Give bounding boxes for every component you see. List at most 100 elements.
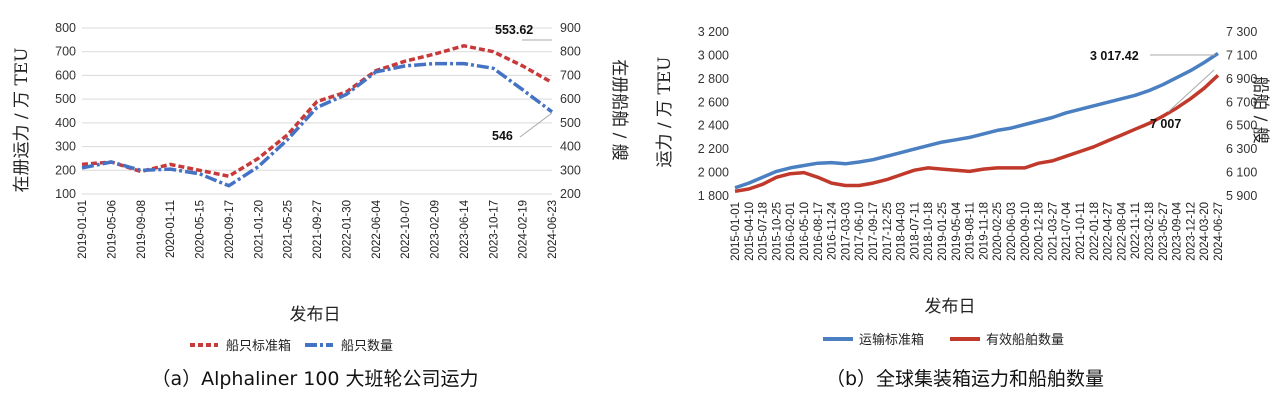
chart-a-ylabel-left: 在册运力 / 万 TEU [12, 47, 32, 192]
b-x-tick-label: 2017-06-10 [854, 202, 866, 261]
a-right-tick-label: 800 [560, 45, 581, 59]
chart-a-right-ticks: 200 300 400 500 600 700 800 900 [560, 21, 581, 201]
b-right-tick-label: 6 700 [1226, 95, 1257, 109]
a-right-tick-label: 500 [560, 116, 581, 130]
chart-a-caption: （a）Alphaliner 100 大班轮公司运力 [151, 368, 478, 390]
chart-b-left-ticks: 1 800 2 000 2 200 2 400 2 600 2 800 3 000 3 200 [698, 25, 729, 203]
a-x-tick-label: 2019-01-01 [77, 200, 89, 259]
chart-b-x-ticks: 2015-01-01 2015-04-10 2015-07-18 2015-10-25… [730, 201, 1225, 260]
a-x-tick-label: 2020-09-17 [224, 200, 236, 259]
b-x-tick-label: 2017-09-17 [868, 202, 880, 261]
chart-b-series [734, 51, 1220, 194]
a-x-tick-label: 2023-10-17 [488, 200, 500, 259]
b-x-tick-label: 2017-12-25 [882, 202, 894, 261]
b-left-tick-label: 2 000 [698, 166, 729, 180]
a-right-tick-label: 900 [560, 21, 581, 35]
b-x-tick-label: 2019-01-25 [937, 202, 949, 261]
chart-a-ylabel-right: 在册船舶 / 艘 [609, 59, 629, 161]
b-right-tick-label: 6 100 [1226, 166, 1257, 180]
b-x-tick-label: 2016-05-10 [799, 202, 811, 261]
b-left-tick-label: 2 400 [698, 119, 729, 133]
chart-a-left-ticks: 100 200 300 400 500 600 700 800 [55, 21, 76, 201]
a-left-tick-label: 600 [55, 68, 76, 82]
a-right-tick-label: 300 [560, 163, 581, 177]
chart-b-caption: （b）全球集装箱运力和船舶数量 [826, 368, 1104, 390]
b-x-tick-label: 2020-09-10 [1020, 202, 1032, 261]
a-left-tick-label: 800 [55, 21, 76, 35]
chart-a-series [81, 44, 554, 188]
a-x-tick-label: 2024-02-19 [518, 200, 530, 259]
b-x-tick-label: 2015-10-25 [771, 202, 783, 261]
a-left-tick-label: 500 [55, 92, 76, 106]
a-right-tick-label: 600 [560, 92, 581, 106]
a-x-tick-label: 2022-10-07 [400, 200, 412, 259]
a-x-tick-label: 2021-09-27 [312, 200, 324, 259]
chart-b-annotation-blue: 3 017.42 [1090, 49, 1139, 63]
a-left-tick-label: 300 [55, 140, 76, 154]
b-left-tick-label: 3 000 [698, 48, 729, 62]
a-left-tick-label: 200 [55, 163, 76, 177]
a-x-tick-label: 2021-05-25 [283, 200, 295, 259]
b-x-tick-label: 2023-05-27 [1158, 202, 1170, 261]
b-x-tick-label: 2020-02-25 [992, 202, 1004, 261]
a-right-tick-label: 200 [560, 187, 581, 201]
a-left-tick-label: 100 [55, 187, 76, 201]
a-x-tick-label: 2020-05-15 [195, 200, 207, 259]
b-x-tick-label: 2021-07-04 [1061, 201, 1073, 260]
b-series-line-1 [734, 74, 1220, 194]
b-left-tick-label: 1 800 [698, 189, 729, 203]
b-x-tick-label: 2022-08-04 [1116, 201, 1128, 260]
a-x-tick-label: 2019-05-06 [106, 200, 118, 259]
b-x-tick-label: 2021-03-27 [1047, 202, 1059, 261]
a-x-tick-label: 2022-06-04 [371, 199, 383, 258]
chart-b-annotation-leader-red [1167, 69, 1215, 113]
a-left-tick-label: 400 [55, 116, 76, 130]
b-x-tick-label: 2015-01-01 [730, 202, 742, 261]
b-x-tick-label: 2020-12-18 [1034, 202, 1046, 261]
b-right-tick-label: 5 900 [1226, 189, 1257, 203]
b-x-tick-label: 2016-11-24 [827, 201, 839, 260]
a-x-tick-label: 2022-01-30 [341, 200, 353, 259]
b-x-tick-label: 2017-03-03 [840, 202, 852, 261]
a-x-tick-label: 2020-01-11 [165, 200, 177, 258]
legend-label-ship-count: 船只数量 [341, 339, 393, 354]
b-x-tick-label: 2022-01-18 [1089, 202, 1101, 261]
chart-b-xlabel: 发布日 [925, 297, 976, 317]
b-x-tick-label: 2021-10-11 [1075, 202, 1087, 260]
b-x-tick-label: 2023-02-18 [1144, 202, 1156, 261]
a-right-tick-label: 700 [560, 68, 581, 82]
b-x-tick-label: 2023-12-12 [1185, 202, 1197, 261]
b-right-tick-label: 7 300 [1226, 25, 1257, 39]
a-x-tick-label: 2023-06-14 [459, 199, 471, 258]
b-series-line-0 [734, 51, 1219, 190]
b-left-tick-label: 2 600 [698, 95, 729, 109]
chart-b: 1 800 2 000 2 200 2 400 2 600 2 800 3 000 3 200… [655, 25, 1270, 390]
b-x-tick-label: 2016-02-01 [785, 202, 797, 261]
legend-label-transport-teu: 运输标准箱 [859, 332, 924, 348]
chart-a: 100 200 300 400 500 600 700 800 200 300 400 500 600… [12, 21, 629, 390]
chart-b-annotation-red: 7 007 [1150, 117, 1181, 131]
chart-a-x-ticks: 2019-01-01 2019-05-06 2019-09-08 2020-01-11… [77, 199, 559, 258]
b-x-tick-label: 2020-06-03 [1006, 202, 1018, 261]
b-x-tick-label: 2018-10-18 [923, 202, 935, 261]
b-x-tick-label: 2024-06-27 [1213, 202, 1225, 261]
legend-label-effective-ships: 有效船舶数量 [986, 332, 1064, 348]
b-x-tick-label: 2019-05-04 [951, 201, 963, 260]
b-right-tick-label: 6 900 [1226, 72, 1257, 86]
b-x-tick-label: 2019-08-11 [965, 202, 977, 260]
b-right-tick-label: 6 300 [1226, 142, 1257, 156]
b-left-tick-label: 3 200 [698, 25, 729, 39]
b-x-tick-label: 2023-09-04 [1172, 201, 1184, 260]
chart-a-annotation-blue: 546 [492, 129, 513, 143]
a-right-tick-label: 400 [560, 140, 581, 154]
b-right-tick-label: 6 500 [1226, 119, 1257, 133]
b-x-tick-label: 2016-08-17 [813, 202, 825, 261]
b-x-tick-label: 2022-11-11 [1130, 202, 1142, 259]
b-x-tick-label: 2018-04-03 [896, 202, 908, 261]
chart-b-right-ticks: 5 900 6 100 6 300 6 500 6 700 6 900 7 100 7 300 [1226, 25, 1257, 203]
b-x-tick-label: 2015-04-10 [744, 202, 756, 261]
a-x-tick-label: 2019-09-08 [136, 200, 148, 259]
a-x-tick-label: 2024-06-23 [547, 200, 559, 259]
legend-label-ship-teu: 船只标准箱 [226, 338, 291, 354]
